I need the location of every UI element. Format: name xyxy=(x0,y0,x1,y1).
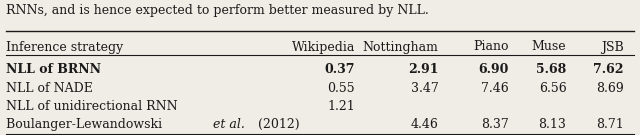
Text: 8.37: 8.37 xyxy=(481,118,509,131)
Text: Inference strategy: Inference strategy xyxy=(6,40,124,53)
Text: 3.47: 3.47 xyxy=(411,82,438,95)
Text: et al.: et al. xyxy=(213,118,245,131)
Text: NLL of BRNN: NLL of BRNN xyxy=(6,63,101,76)
Text: JSB: JSB xyxy=(601,40,624,53)
Text: 7.62: 7.62 xyxy=(593,63,624,76)
Text: (2012): (2012) xyxy=(254,118,300,131)
Text: 2.91: 2.91 xyxy=(408,63,438,76)
Text: NLL of unidirectional RNN: NLL of unidirectional RNN xyxy=(6,100,178,113)
Text: 8.13: 8.13 xyxy=(538,118,566,131)
Text: 5.68: 5.68 xyxy=(536,63,566,76)
Text: RNNs, and is hence expected to perform better measured by NLL.: RNNs, and is hence expected to perform b… xyxy=(6,4,429,17)
Text: 0.55: 0.55 xyxy=(328,82,355,95)
Text: Muse: Muse xyxy=(532,40,566,53)
Text: 8.71: 8.71 xyxy=(596,118,624,131)
Text: Wikipedia: Wikipedia xyxy=(292,40,355,53)
Text: 0.37: 0.37 xyxy=(324,63,355,76)
Text: 4.46: 4.46 xyxy=(410,118,438,131)
Text: 6.56: 6.56 xyxy=(539,82,566,95)
Text: 7.46: 7.46 xyxy=(481,82,509,95)
Text: Nottingham: Nottingham xyxy=(362,40,438,53)
Text: Piano: Piano xyxy=(474,40,509,53)
Text: Boulanger-Lewandowski: Boulanger-Lewandowski xyxy=(6,118,166,131)
Text: 1.21: 1.21 xyxy=(328,100,355,113)
Text: 8.69: 8.69 xyxy=(596,82,624,95)
Text: NLL of NADE: NLL of NADE xyxy=(6,82,93,95)
Text: 6.90: 6.90 xyxy=(479,63,509,76)
